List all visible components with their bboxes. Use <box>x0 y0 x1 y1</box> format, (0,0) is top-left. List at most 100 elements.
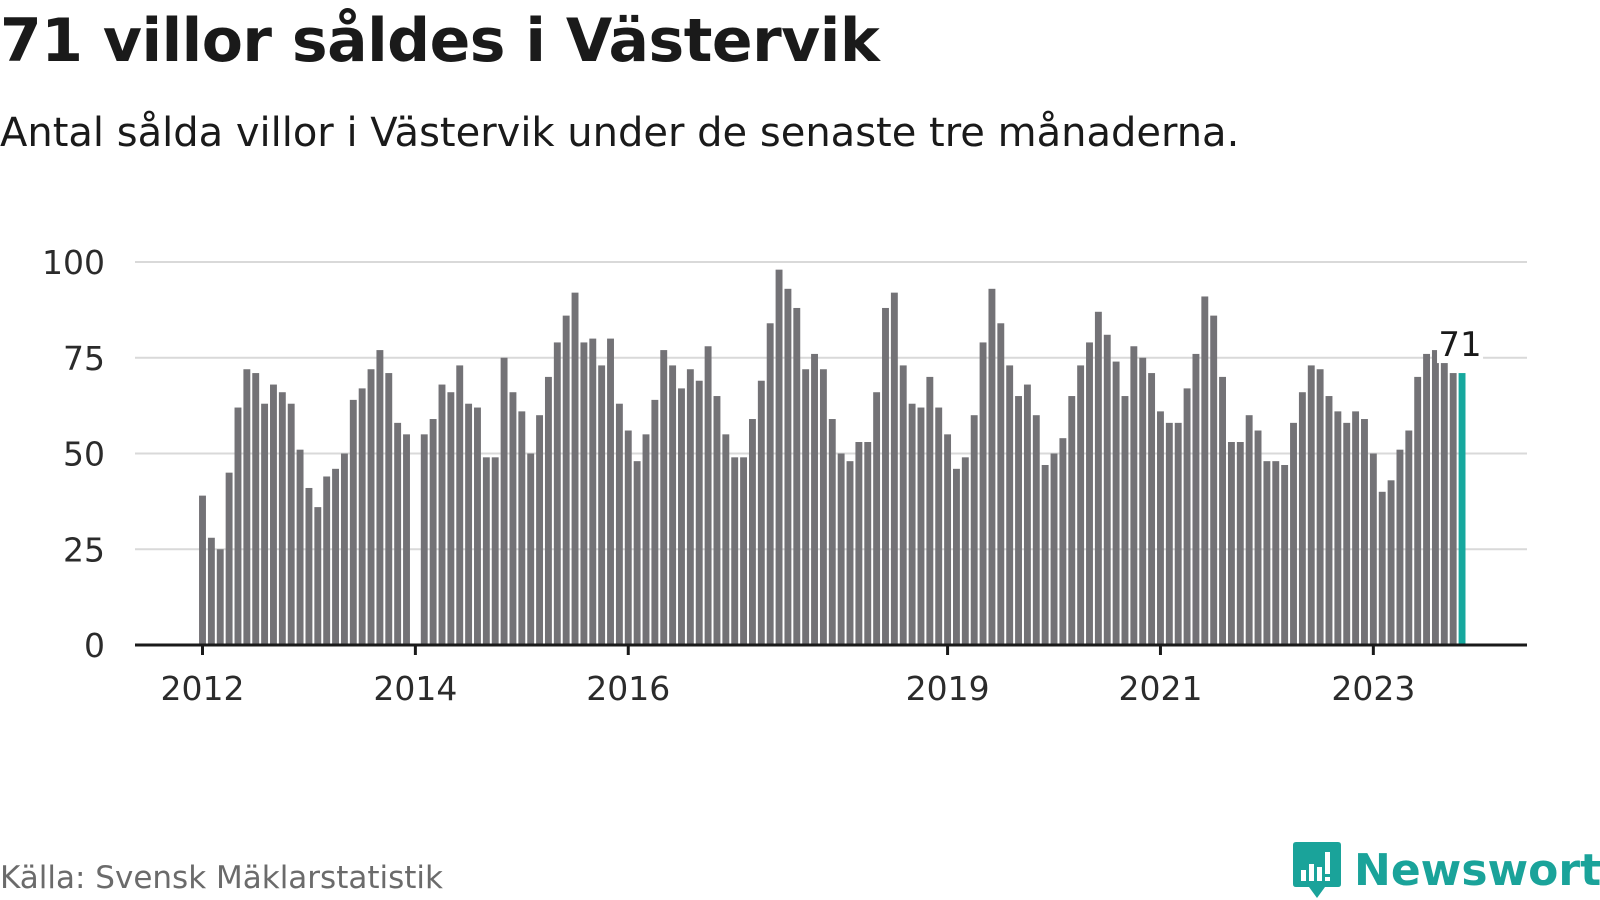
bar <box>1316 369 1324 645</box>
bar <box>793 307 801 645</box>
bar <box>1290 422 1297 645</box>
bar <box>598 365 606 645</box>
x-tick-label: 2023 <box>1331 669 1415 708</box>
y-tick-label: 50 <box>63 435 105 474</box>
bar <box>349 399 357 645</box>
x-tick-label: 2019 <box>906 669 990 708</box>
bar <box>1378 491 1386 645</box>
y-tick-label: 100 <box>42 243 105 282</box>
bar <box>509 392 517 645</box>
bar <box>695 380 703 645</box>
bar <box>323 476 331 645</box>
bar <box>1423 353 1431 645</box>
bar <box>1086 342 1093 645</box>
bar <box>899 365 907 645</box>
bar <box>864 442 872 645</box>
bar <box>748 419 756 645</box>
bar <box>970 415 978 645</box>
bar <box>642 434 650 645</box>
bar <box>296 449 304 645</box>
bar <box>607 338 614 645</box>
bar <box>1050 453 1058 645</box>
bar <box>536 415 544 645</box>
bar <box>553 342 561 645</box>
bar <box>544 376 552 645</box>
bar <box>1077 365 1085 645</box>
bar <box>1431 350 1439 645</box>
bar <box>270 384 277 645</box>
bar <box>1219 376 1226 645</box>
bar <box>1121 396 1129 645</box>
chart-title: 71 villor såldes i Västervik <box>0 6 880 76</box>
bar <box>1112 361 1120 645</box>
y-tick-label: 75 <box>63 339 105 378</box>
bar <box>890 292 898 645</box>
x-tick-label: 2014 <box>373 669 457 708</box>
bar <box>678 388 685 645</box>
x-tick-label: 2016 <box>586 669 670 708</box>
bar <box>571 292 579 645</box>
bar <box>332 468 339 645</box>
bar <box>704 346 712 645</box>
bar <box>722 434 730 645</box>
bar <box>340 453 348 645</box>
bar <box>385 373 393 645</box>
bar <box>651 399 659 645</box>
bar <box>713 396 721 645</box>
bar <box>261 403 269 645</box>
bar <box>926 376 934 645</box>
bar <box>1201 296 1209 645</box>
bar <box>615 403 623 645</box>
bar <box>1183 388 1191 645</box>
bar <box>482 457 490 645</box>
bar <box>447 392 455 645</box>
bar <box>438 384 446 645</box>
chart-subtitle: Antal sålda villor i Västervik under de … <box>0 110 1240 156</box>
bar <box>953 468 960 645</box>
bar-highlight <box>1458 373 1466 645</box>
bar <box>669 365 677 645</box>
bar <box>766 323 774 645</box>
bar <box>1103 334 1111 645</box>
bar <box>935 407 943 645</box>
bar <box>1263 461 1271 645</box>
bar <box>882 307 889 645</box>
bar <box>1334 411 1342 645</box>
bar <box>988 288 996 645</box>
bar <box>358 388 366 645</box>
bar <box>908 403 916 645</box>
bar <box>1068 396 1076 645</box>
bar <box>1130 346 1138 645</box>
x-tick-label: 2012 <box>161 669 245 708</box>
bar <box>1165 422 1173 645</box>
bar <box>1192 353 1200 645</box>
bar <box>1210 315 1218 645</box>
bar <box>589 338 597 645</box>
bar <box>207 537 215 645</box>
bar <box>278 392 286 645</box>
bar <box>1361 419 1368 645</box>
y-tick-label: 0 <box>84 626 105 665</box>
bar <box>775 269 783 645</box>
bar <box>944 434 952 645</box>
bar <box>1414 376 1422 645</box>
bar <box>429 419 437 645</box>
bar <box>527 453 535 645</box>
brand-name: Newsworthy <box>1354 844 1600 896</box>
bar <box>500 357 508 645</box>
bar <box>731 457 739 645</box>
data-label-background <box>1437 325 1484 364</box>
bar <box>305 487 313 645</box>
bar <box>1352 411 1360 645</box>
bar-chart: 0 25 50 75 100 2012 2014 2016 2019 2021 2023 71 <box>42 243 1527 708</box>
bar <box>1307 365 1315 645</box>
bar <box>740 457 748 645</box>
bar <box>1174 422 1182 645</box>
bar <box>837 453 845 645</box>
bar <box>802 369 810 645</box>
bar <box>1006 365 1014 645</box>
bar <box>1396 449 1404 645</box>
bar <box>394 422 402 645</box>
bar <box>243 369 251 645</box>
bar <box>828 419 836 645</box>
